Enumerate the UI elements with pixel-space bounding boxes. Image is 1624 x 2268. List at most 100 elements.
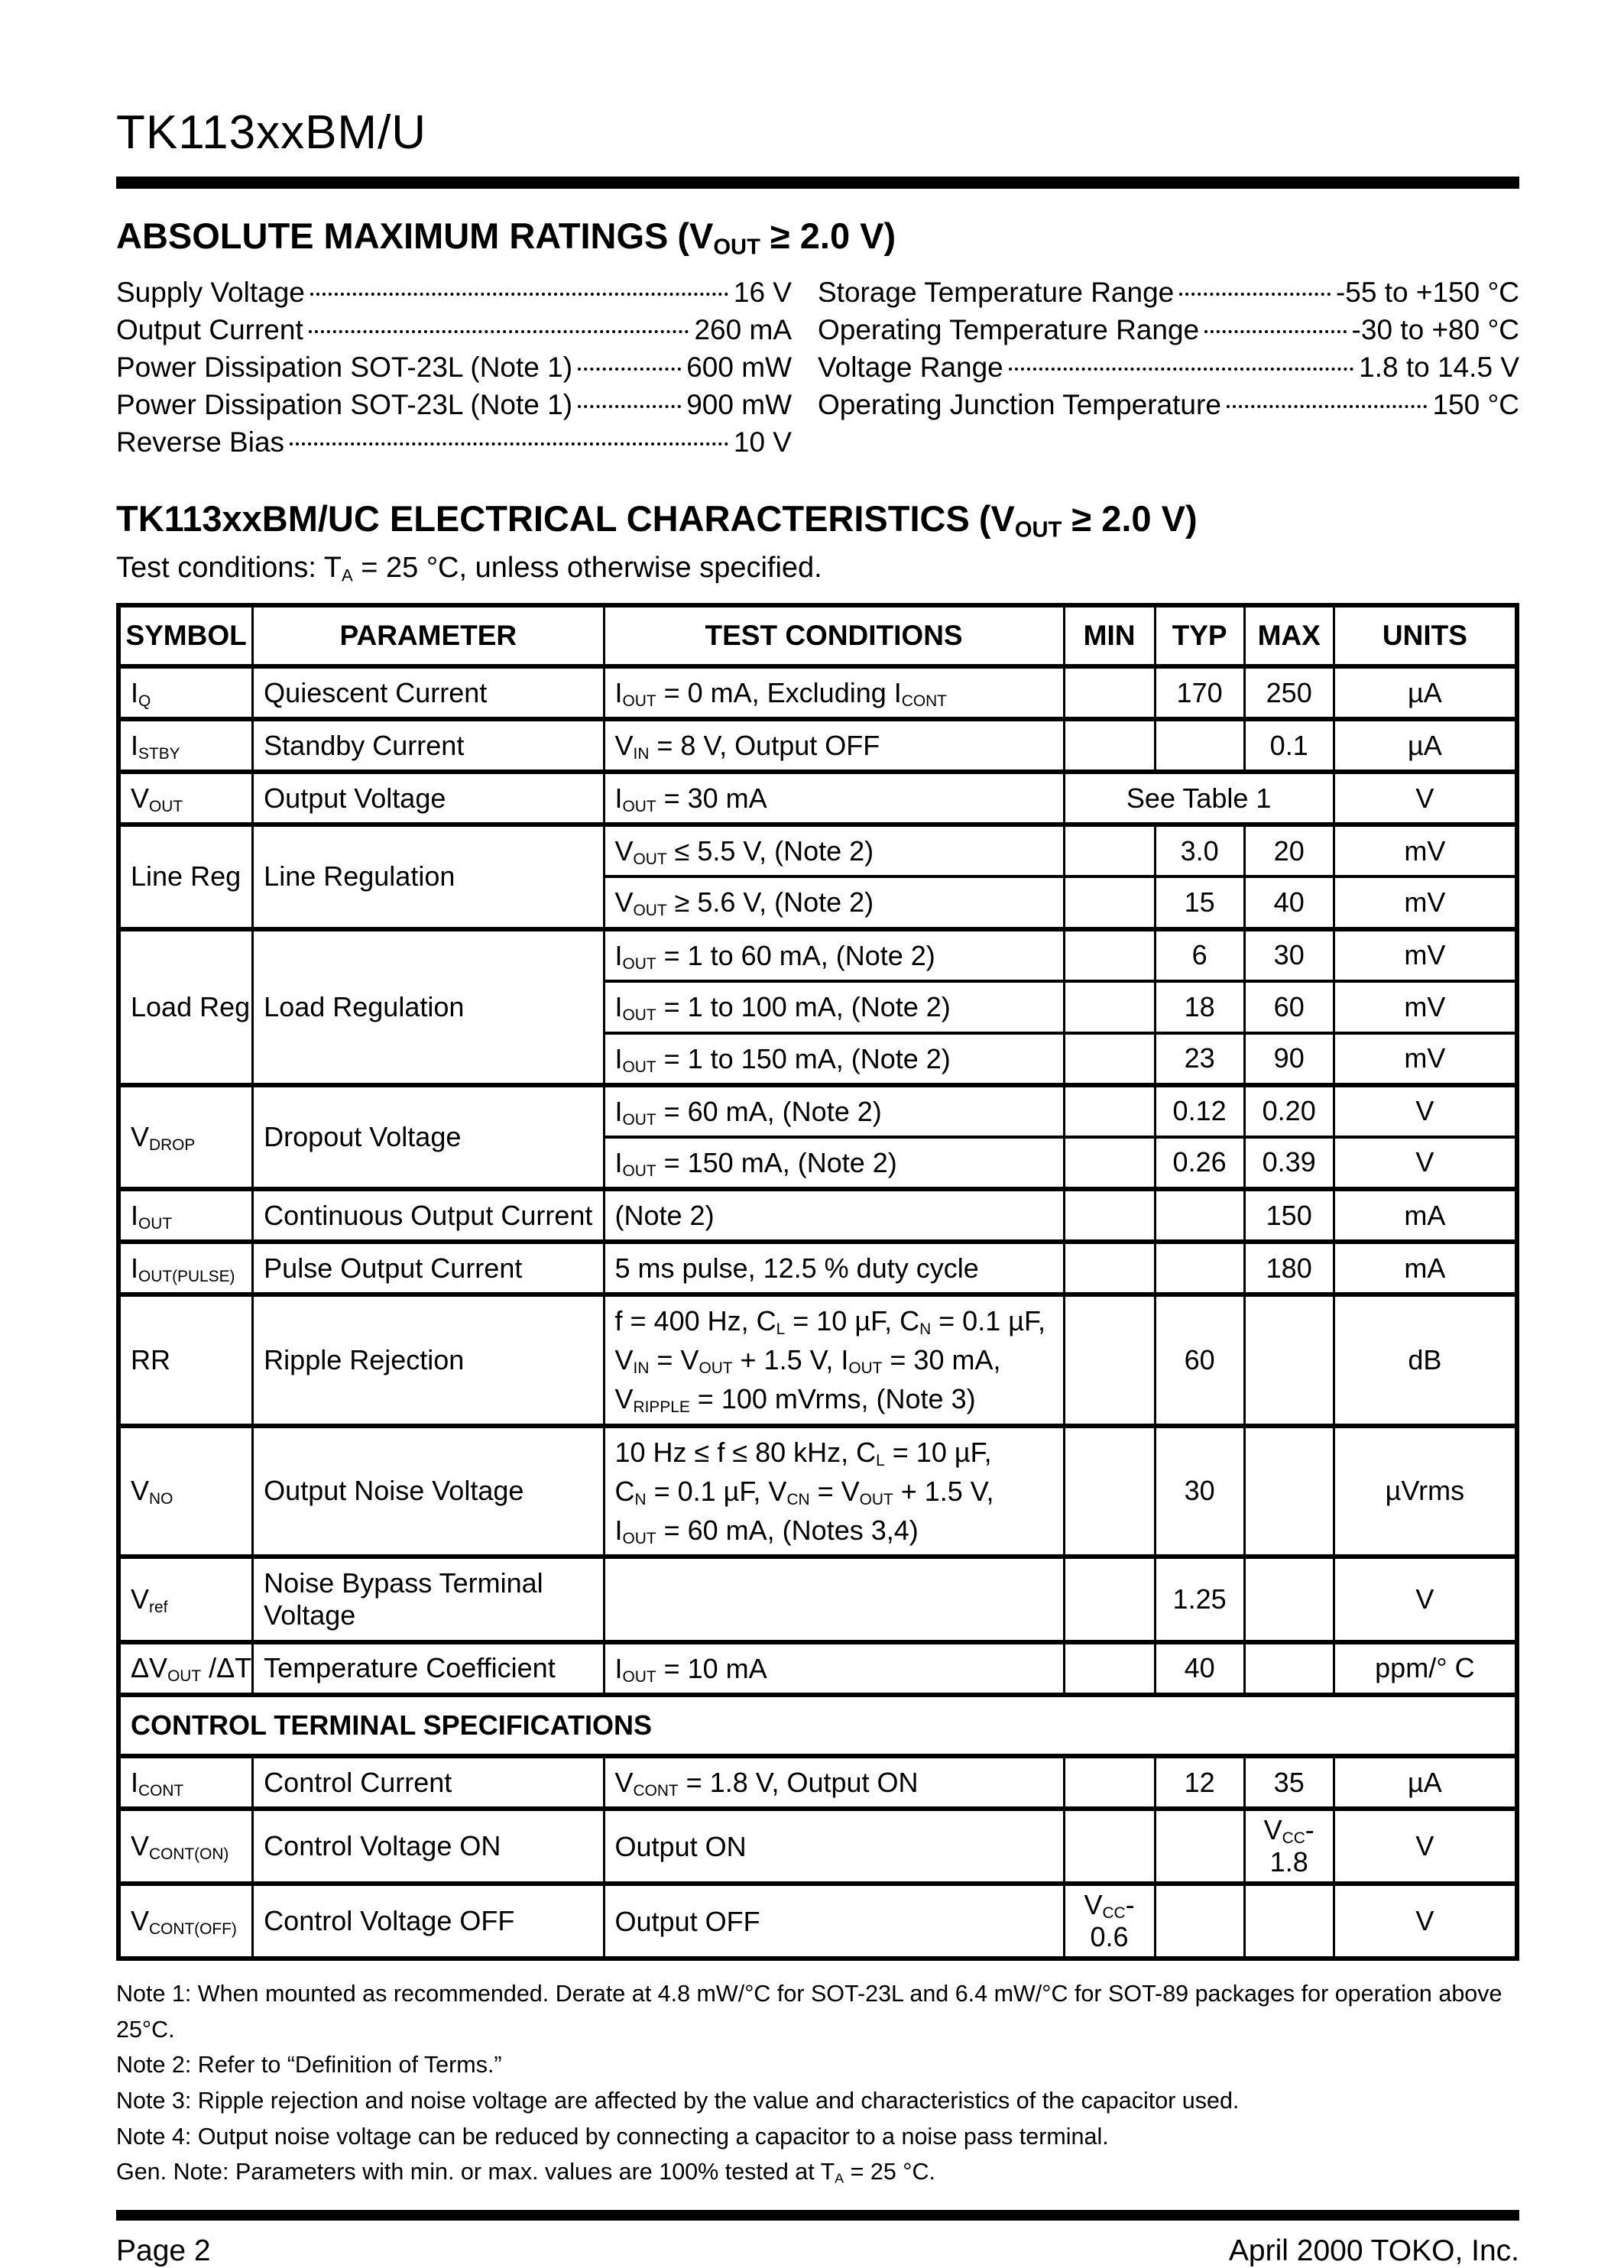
units-cell: dB — [1332, 1292, 1519, 1427]
typ-cell: 30 — [1153, 1423, 1246, 1558]
symbol-cell: VOUT — [117, 770, 254, 827]
rating-line: Storage Temperature Range -55 to +150 °C — [818, 274, 1519, 311]
elec-heading: TK113xxBM/UC ELECTRICAL CHARACTERISTICS(… — [116, 497, 1519, 541]
symbol-cell: VDROP — [117, 1082, 254, 1191]
symbol-cell: VCONT(ON) — [117, 1806, 254, 1886]
parameter-cell: Pulse Output Current — [251, 1239, 605, 1297]
table-row: IOUT = 1 to 150 mA, (Note 2) 23 90 mV — [118, 1031, 1519, 1087]
rating-line: Power Dissipation SOT-23L (Note 1) 600 mW — [116, 348, 792, 386]
typ-cell: 3.0 — [1153, 822, 1246, 879]
page-footer: Page 2 April 2000 TOKO, Inc. — [116, 2234, 1519, 2268]
table-row: ICONT Control Current VCONT = 1.8 V, Outpu… — [117, 1753, 1519, 1811]
dot-leader — [1008, 368, 1354, 371]
symbol-cell: Load Reg — [117, 926, 254, 1087]
test-condition-cell: IOUT = 1 to 150 mA, (Note 2) — [602, 1031, 1065, 1087]
rating-line: Supply Voltage 16 V — [116, 274, 792, 311]
typ-cell — [1153, 717, 1246, 774]
header-row: SYMBOL PARAMETER TEST CONDITIONS MIN TYP… — [117, 604, 1519, 669]
col-typ: TYP — [1153, 604, 1246, 669]
parameter-cell: Standby Current — [251, 717, 605, 774]
table-row: Line Reg Line Regulation VOUT ≤ 5.5 V, (No… — [117, 822, 1519, 931]
typ-cell: 40 — [1153, 1639, 1246, 1696]
max-cell: 60 — [1243, 979, 1335, 1035]
table-row: IQ Quiescent Current IOUT = 0 mA, Excludin… — [117, 663, 1519, 721]
table-row: Load Reg Load Regulation IOUT = 1 to 60 mA… — [117, 926, 1519, 1087]
test-conditions: Test conditions: TA = 25 °C, unless othe… — [116, 552, 822, 585]
parameter-cell: Quiescent Current — [251, 663, 605, 721]
col-max: MAX — [1243, 604, 1335, 669]
note-line: Note 4: Output noise voltage can be redu… — [116, 2123, 1109, 2150]
symbol-cell: ICONT — [117, 1753, 254, 1811]
footer-rule — [116, 2210, 1519, 2221]
min-cell — [1062, 663, 1156, 721]
test-condition-cell — [602, 1554, 1065, 1644]
parameter-cell: Control Current — [251, 1753, 605, 1811]
table-row: IOUT Continuous Output Current (Note 2) 150… — [117, 1186, 1519, 1244]
elec-heading-text: TK113xxBM/UC ELECTRICAL CHARACTERISTICS — [116, 498, 970, 539]
parameter-cell: Line Regulation — [251, 822, 605, 931]
test-condition-cell: Output ON — [602, 1806, 1065, 1886]
abs-max-heading-text: ABSOLUTE MAXIMUM RATINGS — [116, 215, 669, 256]
col-parameter: PARAMETER — [251, 604, 605, 669]
symbol-cell: VCONT(OFF) — [117, 1881, 254, 1961]
abs-max-condition: (VOUT ≥ 2.0 V) — [677, 215, 896, 260]
max-cell: 150 — [1243, 1186, 1335, 1244]
min-cell: VCC-0.6 — [1062, 1881, 1156, 1961]
parameter-cell: Control Voltage ON — [251, 1806, 605, 1886]
max-cell: 0.39 — [1243, 1135, 1335, 1191]
table-header: SYMBOL PARAMETER TEST CONDITIONS MIN TYP… — [117, 604, 1519, 669]
rating-label: Supply Voltage — [116, 277, 305, 308]
min-cell — [1062, 717, 1156, 774]
parameter-cell: Noise Bypass Terminal Voltage — [251, 1554, 605, 1644]
symbol-cell: VNO — [117, 1423, 254, 1558]
dot-leader — [308, 330, 689, 333]
units-cell: V — [1332, 1554, 1519, 1644]
max-cell: 250 — [1243, 663, 1335, 721]
dot-leader — [1226, 405, 1428, 408]
footer-company-date: April 2000 TOKO, Inc. — [1228, 2234, 1519, 2268]
units-cell: mA — [1332, 1186, 1519, 1244]
units-cell: mV — [1332, 822, 1519, 879]
symbol-cell: ΔVOUT /ΔT — [117, 1639, 254, 1696]
test-condition-cell: Output OFF — [602, 1881, 1065, 1961]
rating-value: -55 to +150 °C — [1335, 277, 1519, 308]
min-cell — [1062, 1239, 1156, 1297]
max-cell — [1243, 1554, 1335, 1644]
typ-cell: 0.12 — [1153, 1082, 1246, 1139]
symbol-cell: IQ — [117, 663, 254, 721]
table-row: VDROP Dropout Voltage IOUT = 60 mA, (Note … — [117, 1082, 1519, 1191]
typ-cell: 18 — [1153, 979, 1246, 1035]
col-test-conditions: TEST CONDITIONS — [602, 604, 1065, 669]
rating-label: Reverse Bias — [116, 426, 285, 458]
max-cell — [1243, 1423, 1335, 1558]
test-condition-cell: IOUT = 1 to 100 mA, (Note 2) — [602, 979, 1065, 1035]
parameter-cell: Ripple Rejection — [251, 1292, 605, 1427]
units-cell: µA — [1332, 1753, 1519, 1811]
min-cell — [1062, 822, 1156, 879]
units-cell: V — [1332, 1135, 1519, 1191]
max-cell: 0.20 — [1243, 1082, 1335, 1139]
typ-cell — [1153, 1239, 1246, 1297]
units-cell: µA — [1332, 663, 1519, 721]
rating-value: -30 to +80 °C — [1351, 314, 1519, 345]
table-row: VNO Output Noise Voltage 10 Hz ≤ f ≤ 80 kH… — [117, 1423, 1519, 1558]
dot-leader — [578, 405, 682, 408]
units-cell: µA — [1332, 717, 1519, 774]
symbol-cell: IOUT — [117, 1186, 254, 1244]
parameter-cell: Temperature Coefficient — [251, 1639, 605, 1696]
symbol-cell: Vref — [117, 1554, 254, 1644]
test-condition-cell: IOUT = 30 mA — [602, 770, 1065, 827]
parameter-cell: Load Regulation — [251, 926, 605, 1087]
typ-cell — [1153, 1806, 1246, 1886]
rating-label: Operating Junction Temperature — [818, 389, 1221, 420]
rating-label: Storage Temperature Range — [818, 277, 1175, 308]
test-condition-cell: IOUT = 60 mA, (Note 2) — [602, 1082, 1065, 1139]
units-cell: mV — [1332, 979, 1519, 1035]
max-cell: 40 — [1243, 875, 1335, 931]
rating-value: 1.8 to 14.5 V — [1359, 352, 1519, 383]
typ-cell: 170 — [1153, 663, 1246, 721]
parameter-cell: Dropout Voltage — [251, 1082, 605, 1191]
symbol-cell: Line Reg — [117, 822, 254, 931]
test-condition-cell: IOUT = 0 mA, Excluding ICONT — [602, 663, 1065, 721]
